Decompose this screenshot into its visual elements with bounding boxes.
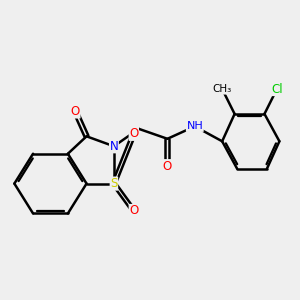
Text: O: O (71, 105, 80, 118)
Text: O: O (129, 205, 139, 218)
Text: S: S (110, 177, 118, 190)
Text: CH₃: CH₃ (212, 84, 232, 94)
Text: Cl: Cl (271, 82, 283, 95)
Text: NH: NH (186, 122, 203, 131)
Text: N: N (110, 140, 118, 153)
Text: O: O (163, 160, 172, 173)
Text: O: O (129, 127, 139, 140)
